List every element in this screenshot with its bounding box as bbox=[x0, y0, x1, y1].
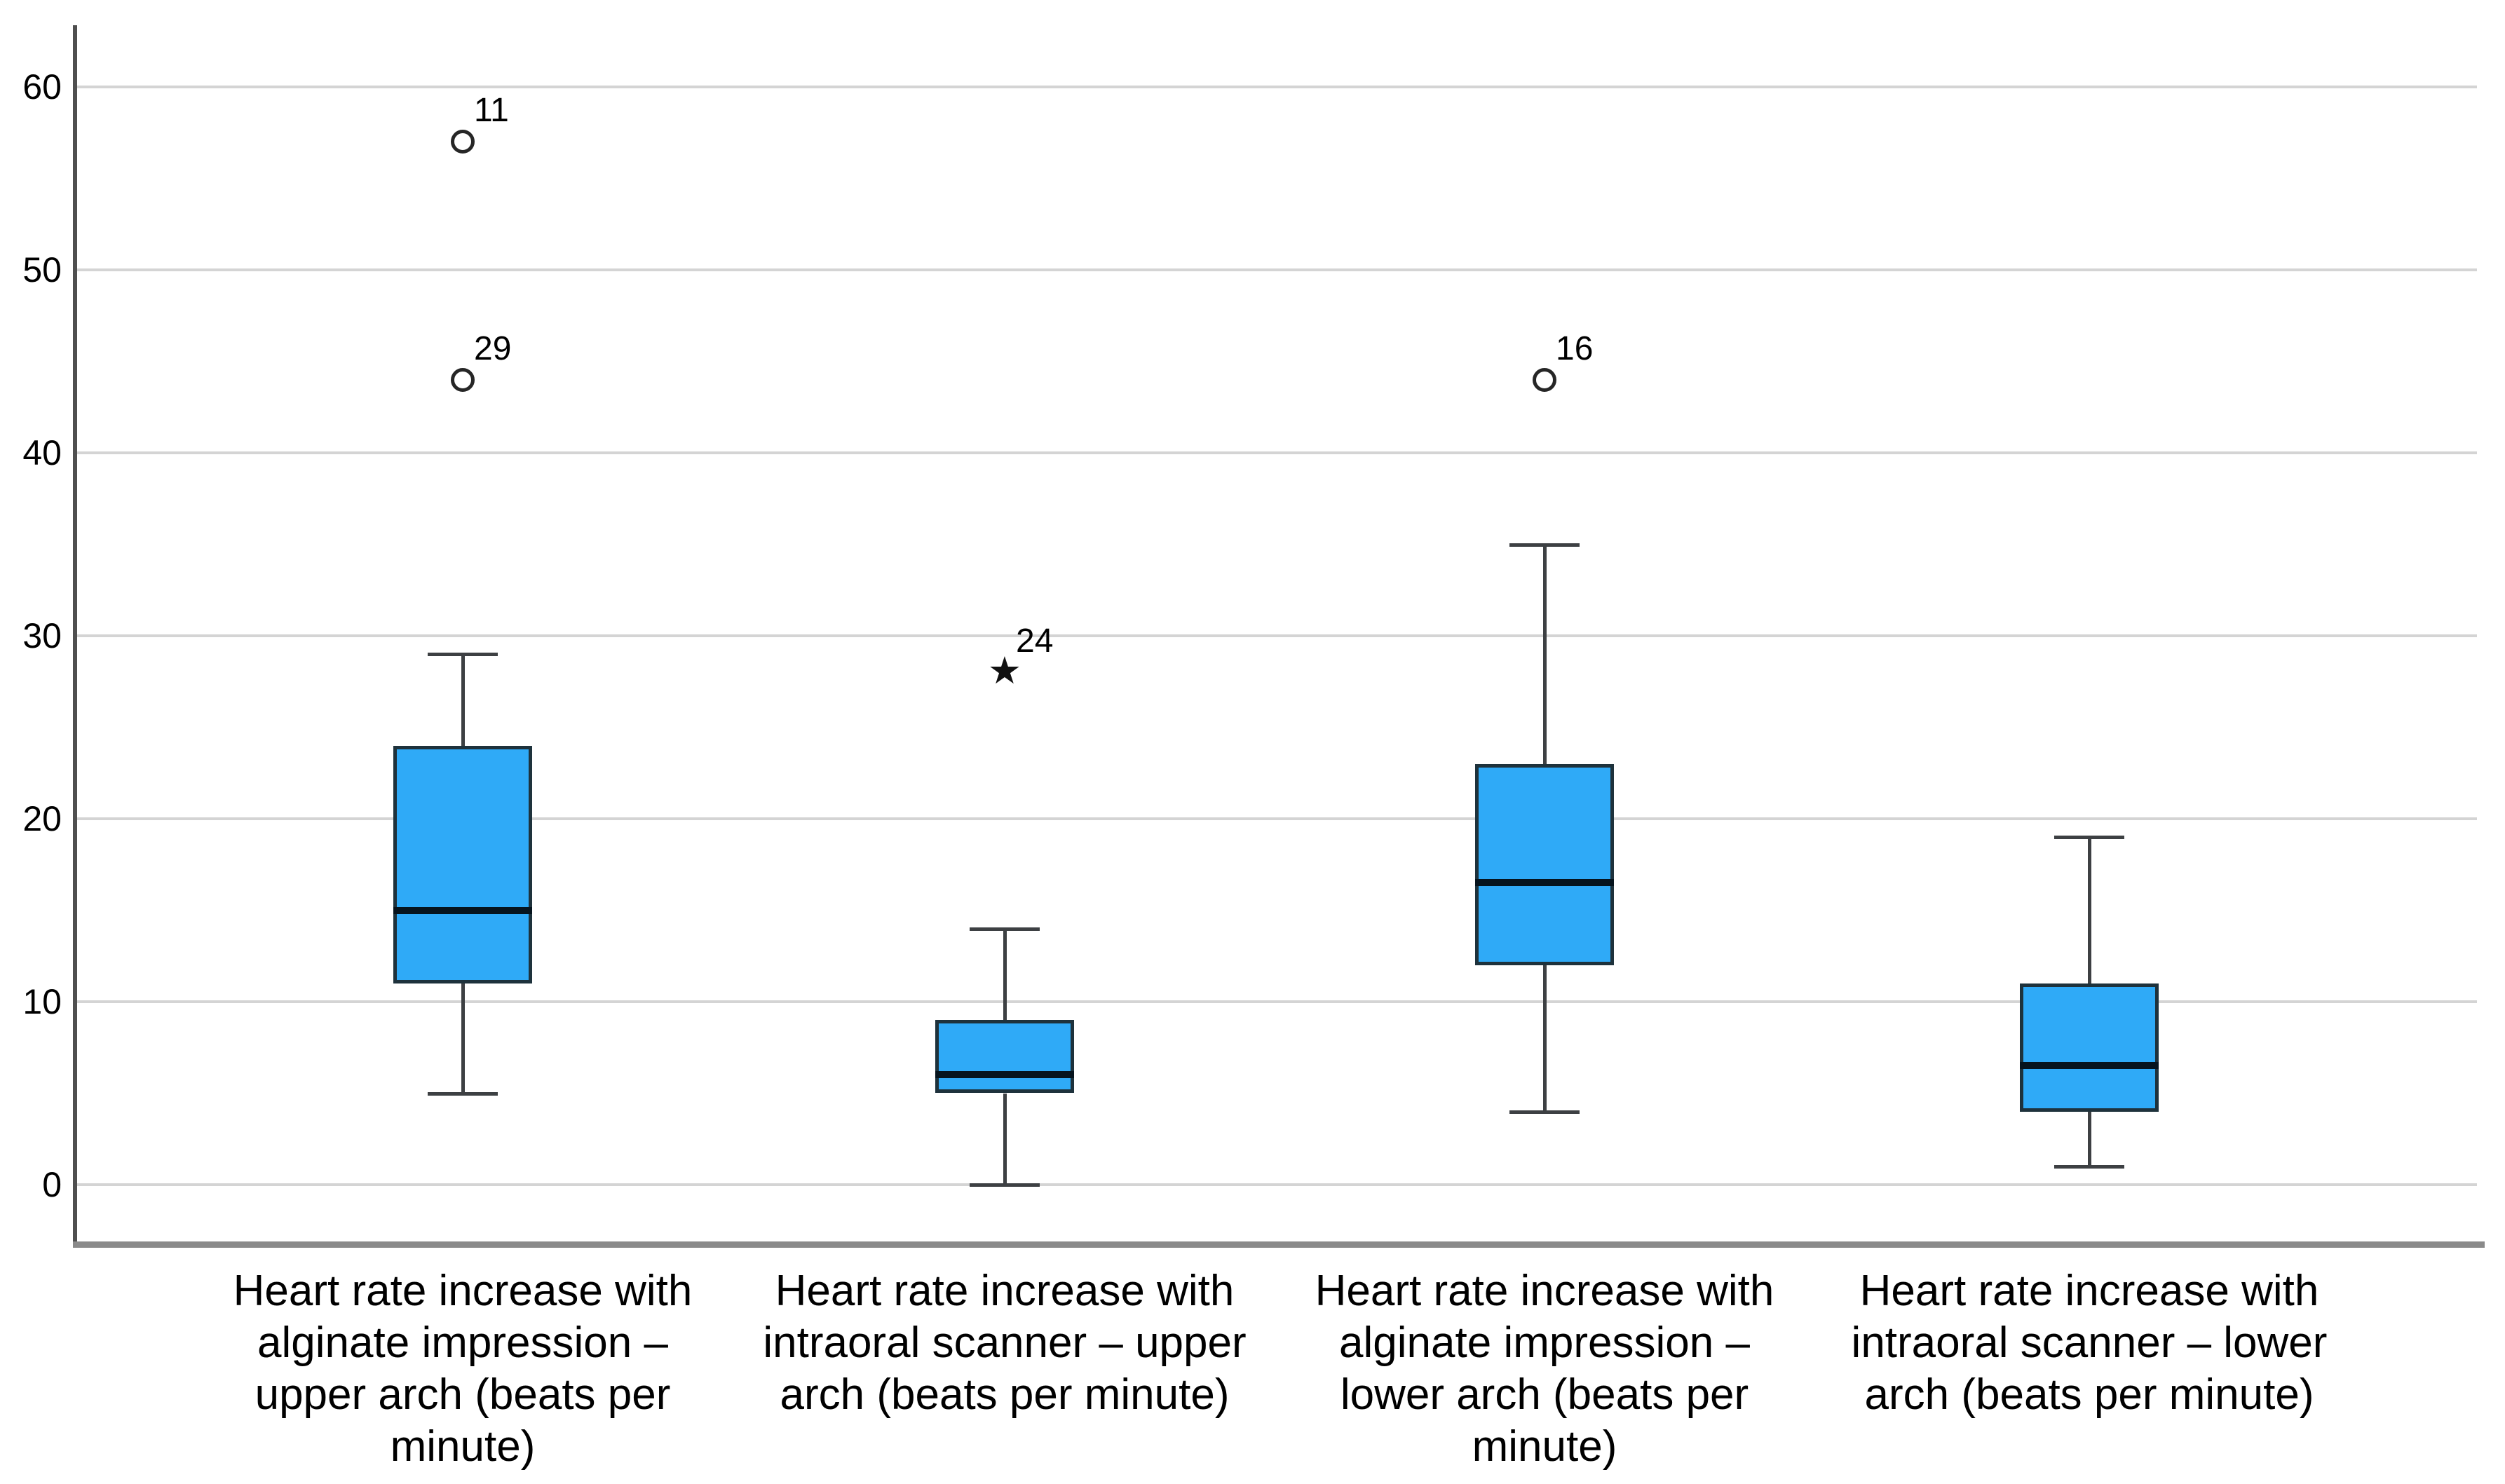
x-category-label-line: alginate impression – bbox=[257, 1319, 668, 1367]
y-tick-label: 50 bbox=[22, 250, 62, 290]
whisker-upper-line bbox=[2088, 837, 2091, 983]
x-category-label: Heart rate increase with intraoral scanne… bbox=[1781, 1265, 2398, 1421]
outlier-circle-marker bbox=[1533, 367, 1556, 392]
box-plot-box bbox=[1475, 763, 1614, 965]
y-tick-label: 30 bbox=[22, 616, 62, 655]
outlier-label: 11 bbox=[474, 92, 509, 130]
x-axis-line bbox=[73, 1241, 2485, 1248]
whisker-lower-cap bbox=[2054, 1164, 2124, 1169]
whisker-upper-cap bbox=[428, 653, 498, 657]
whisker-upper-cap bbox=[970, 927, 1040, 931]
median-line bbox=[2020, 1062, 2159, 1070]
whisker-lower-cap bbox=[1509, 1110, 1580, 1114]
median-line bbox=[1475, 879, 1614, 887]
outlier-label: 16 bbox=[1556, 329, 1594, 367]
whisker-lower-line bbox=[1543, 965, 1547, 1112]
x-category-label-line: lower arch (beats per bbox=[1340, 1370, 1749, 1419]
outlier-circle-marker bbox=[451, 367, 475, 392]
x-category-label-line: minute) bbox=[390, 1422, 536, 1471]
whisker-upper-line bbox=[1543, 544, 1547, 764]
gridline-y-20 bbox=[77, 817, 2477, 820]
y-tick-label: 40 bbox=[22, 433, 62, 472]
whisker-lower-line bbox=[2088, 1111, 2091, 1166]
y-tick-label: 20 bbox=[22, 799, 62, 838]
x-category-label-line: alginate impression – bbox=[1339, 1319, 1750, 1367]
x-category-label: Heart rate increase with alginate impress… bbox=[154, 1265, 771, 1473]
whisker-upper-line bbox=[461, 654, 465, 746]
box-plot-box bbox=[935, 1020, 1074, 1094]
y-axis-line bbox=[73, 25, 77, 1248]
x-category-label-line: minute) bbox=[1472, 1422, 1617, 1471]
whisker-lower-cap bbox=[970, 1183, 1040, 1187]
x-category-label-line: Heart rate increase with bbox=[1315, 1267, 1774, 1315]
x-category-label-line: intraoral scanner – upper bbox=[763, 1319, 1247, 1367]
gridline-y-30 bbox=[77, 634, 2477, 637]
gridline-y-0 bbox=[77, 1183, 2477, 1186]
median-line bbox=[393, 906, 532, 914]
y-tick-label: 0 bbox=[42, 1165, 62, 1204]
outlier-circle-marker bbox=[451, 130, 475, 154]
gridline-y-50 bbox=[77, 268, 2477, 271]
whisker-upper-cap bbox=[1509, 543, 1580, 547]
y-tick-label: 60 bbox=[22, 67, 62, 107]
median-line bbox=[935, 1071, 1074, 1079]
outlier-label: 24 bbox=[1016, 622, 1054, 660]
y-tick-label: 10 bbox=[22, 982, 62, 1021]
gridline-y-40 bbox=[77, 451, 2477, 454]
box-plot-box bbox=[2020, 983, 2159, 1112]
outlier-label: 29 bbox=[474, 329, 512, 367]
x-category-label-line: arch (beats per minute) bbox=[1864, 1370, 2314, 1419]
whisker-lower-cap bbox=[428, 1091, 498, 1096]
outlier-star-marker: ★ bbox=[987, 650, 1022, 693]
gridline-y-60 bbox=[77, 86, 2477, 88]
x-category-label-line: intraoral scanner – lower bbox=[1851, 1319, 2328, 1367]
box-plot-box bbox=[393, 745, 532, 983]
whisker-upper-cap bbox=[2054, 836, 2124, 840]
whisker-lower-line bbox=[1003, 1093, 1007, 1185]
x-category-label-line: Heart rate increase with bbox=[775, 1267, 1235, 1315]
whisker-lower-line bbox=[461, 983, 465, 1094]
x-category-label-line: Heart rate increase with bbox=[233, 1267, 693, 1315]
whisker-upper-line bbox=[1003, 928, 1007, 1021]
x-category-label-line: upper arch (beats per bbox=[254, 1370, 671, 1419]
x-category-label-line: Heart rate increase with bbox=[1859, 1267, 2319, 1315]
gridline-y-10 bbox=[77, 1000, 2477, 1003]
x-category-label-line: arch (beats per minute) bbox=[780, 1370, 1230, 1419]
x-category-label: Heart rate increase with alginate impress… bbox=[1236, 1265, 1853, 1473]
x-category-label: Heart rate increase with intraoral scanne… bbox=[696, 1265, 1313, 1421]
